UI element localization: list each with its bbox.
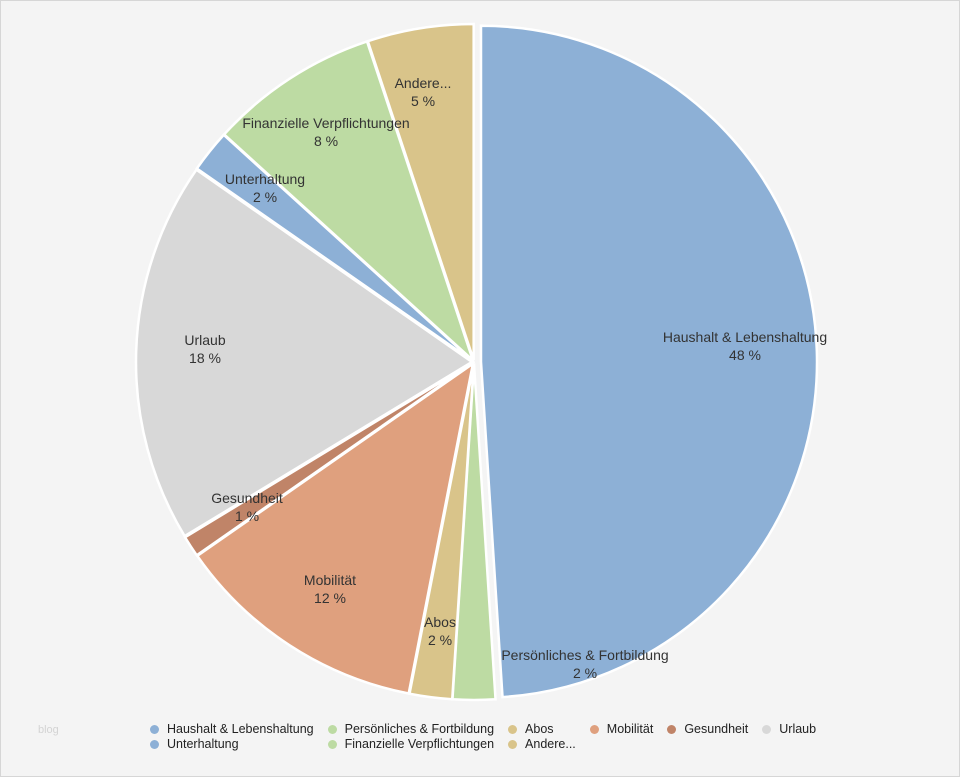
legend-dot-icon xyxy=(508,724,518,734)
slice-value-label: 18 % xyxy=(189,350,221,366)
legend-dot-icon xyxy=(762,724,772,734)
legend-item-gesundheit[interactable]: Gesundheit xyxy=(667,722,748,736)
pie-slice-finanzielle-verpflichtungen[interactable] xyxy=(222,39,476,365)
legend-item-mobilit-t[interactable]: Mobilität xyxy=(589,722,654,736)
slice-label: Mobilität xyxy=(304,572,356,588)
legend-dot-icon xyxy=(589,724,599,734)
legend-dot-icon xyxy=(327,739,337,749)
slice-label: Gesundheit xyxy=(211,490,283,506)
pie-slice-haushalt-lebenshaltung[interactable] xyxy=(479,24,819,699)
legend-dot-icon xyxy=(150,724,159,734)
slice-label: Persönliches & Fortbildung xyxy=(501,647,668,663)
legend-label: Persönliches & Fortbildung xyxy=(344,722,495,736)
legend-dot-icon xyxy=(150,739,159,749)
legend-label: Finanzielle Verpflichtungen xyxy=(344,737,495,751)
legend-label: Urlaub xyxy=(779,722,817,736)
slice-value-label: 8 % xyxy=(314,133,338,149)
slice-label: Haushalt & Lebenshaltung xyxy=(663,329,827,345)
slice-value-label: 5 % xyxy=(411,93,435,109)
slice-value-label: 48 % xyxy=(729,347,761,363)
slice-label: Finanzielle Verpflichtungen xyxy=(242,115,409,131)
legend-label: Unterhaltung xyxy=(167,737,239,751)
legend-item-finanzielle-verpflichtungen[interactable]: Finanzielle Verpflichtungen xyxy=(327,737,495,751)
legend-item-andere[interactable]: Andere... xyxy=(508,737,576,751)
watermark: blog xyxy=(38,724,59,736)
legend-label: Mobilität xyxy=(606,722,654,736)
legend-item-pers-nliches-fortbildung[interactable]: Persönliches & Fortbildung xyxy=(327,722,495,736)
legend-item-unterhaltung[interactable]: Unterhaltung xyxy=(150,737,314,751)
legend-label: Haushalt & Lebenshaltung xyxy=(167,722,314,736)
pie-slice-urlaub[interactable] xyxy=(134,167,475,538)
legend-dot-icon xyxy=(327,724,337,734)
legend-label: Andere... xyxy=(525,737,576,751)
pie-slice-andere[interactable] xyxy=(366,22,475,361)
legend-item-haushalt-lebenshaltung[interactable]: Haushalt & Lebenshaltung xyxy=(150,722,314,736)
pie-slice-mobilit-t[interactable] xyxy=(195,360,475,695)
slice-label: Unterhaltung xyxy=(225,171,305,187)
slice-label: Abos xyxy=(424,614,456,630)
legend-label: Abos xyxy=(525,722,554,736)
slice-value-label: 2 % xyxy=(428,632,452,648)
slice-label: Urlaub xyxy=(184,332,225,348)
legend-label: Gesundheit xyxy=(684,722,749,736)
slice-value-label: 2 % xyxy=(573,665,597,681)
legend-dot-icon xyxy=(667,724,677,734)
legend: Haushalt & Lebenshaltung Persönliches & F… xyxy=(150,722,816,751)
slice-value-label: 12 % xyxy=(314,590,346,606)
legend-item-abos[interactable]: Abos xyxy=(508,722,576,736)
slice-label: Andere... xyxy=(395,75,452,91)
legend-dot-icon xyxy=(508,739,518,749)
slice-value-label: 2 % xyxy=(253,189,277,205)
legend-item-urlaub[interactable]: Urlaub xyxy=(762,722,816,736)
slice-value-label: 1 % xyxy=(235,508,259,524)
